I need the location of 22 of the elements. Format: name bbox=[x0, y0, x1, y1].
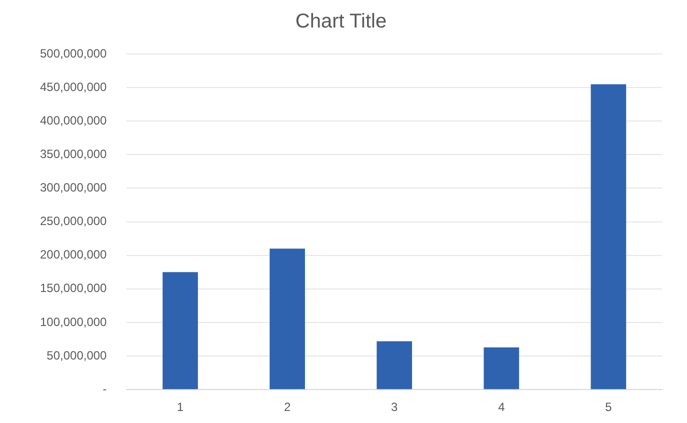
x-tick-label: 4 bbox=[498, 400, 506, 414]
bar bbox=[376, 341, 412, 390]
chart-title: Chart Title bbox=[295, 10, 387, 33]
x-tick-label: 5 bbox=[605, 400, 612, 414]
bar bbox=[162, 272, 198, 390]
y-tick-label: 250,000,000 bbox=[40, 214, 108, 228]
y-tick-label: 50,000,000 bbox=[46, 348, 108, 362]
y-tick-label: 350,000,000 bbox=[40, 146, 108, 161]
y-tick-label: 300,000,000 bbox=[40, 180, 108, 195]
y-tick-label: 400,000,000 bbox=[40, 113, 108, 128]
y-tick-label: 150,000,000 bbox=[40, 281, 108, 296]
y-tick-label: 200,000,000 bbox=[40, 248, 108, 262]
x-tick-label: 3 bbox=[391, 400, 398, 414]
y-tick-label: 450,000,000 bbox=[40, 80, 108, 94]
y-tick-label: 100,000,000 bbox=[40, 314, 108, 329]
x-tick-label: 1 bbox=[176, 400, 184, 414]
bar bbox=[484, 347, 520, 390]
y-tick-label: - bbox=[102, 382, 107, 396]
bar bbox=[590, 84, 626, 390]
x-tick-label: 2 bbox=[284, 400, 291, 414]
bar bbox=[270, 248, 305, 390]
y-tick-label: 500,000,000 bbox=[40, 46, 108, 60]
